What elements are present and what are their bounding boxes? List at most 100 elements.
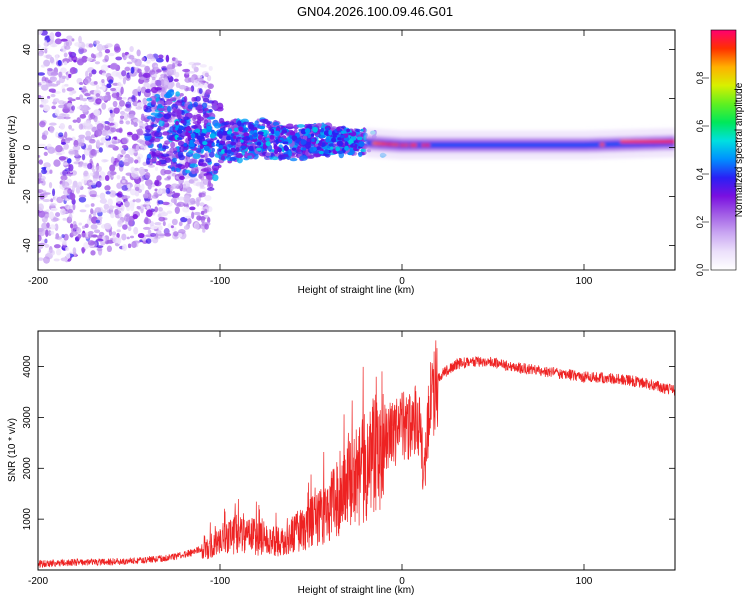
spectrogram-blob xyxy=(41,222,48,230)
spectrogram-blob xyxy=(218,133,223,139)
spectrogram-blob xyxy=(140,183,145,191)
spectrogram-blob xyxy=(157,103,163,108)
spectrogram-blob xyxy=(127,147,135,155)
spectrogram-blob xyxy=(155,150,161,155)
spectrogram-blob xyxy=(120,154,124,158)
spectrogram-blob xyxy=(67,97,73,101)
figure-title: GN04.2026.100.09.46.G01 xyxy=(297,4,453,19)
spectrogram-blob xyxy=(125,120,131,125)
spectrogram-blob xyxy=(64,139,71,144)
spectrogram-blob xyxy=(207,74,212,82)
spectrogram-blob xyxy=(55,145,63,153)
spectrogram-blob xyxy=(96,194,100,198)
spectrogram-blob xyxy=(360,148,367,152)
spectrogram-blob xyxy=(281,129,288,134)
spectrogram-blob xyxy=(164,177,169,181)
spectrogram-blob xyxy=(67,102,73,107)
spectrogram-blob xyxy=(236,156,243,164)
spectrogram-blob xyxy=(89,138,96,144)
colorbar-gradient xyxy=(710,29,737,271)
spectrogram-blob xyxy=(241,136,248,141)
spectrogram-blob xyxy=(132,174,140,180)
spectrogram-blob xyxy=(142,193,149,199)
spectrogram-blob xyxy=(121,157,130,163)
spectrogram-blob xyxy=(242,121,252,125)
spectrogram-blob xyxy=(182,183,186,187)
spectrogram-blob xyxy=(180,120,185,124)
spectrogram-blob xyxy=(194,128,201,134)
spectrogram-blob xyxy=(172,157,177,163)
spectrogram-blob xyxy=(103,203,110,210)
spectrogram-blob xyxy=(200,133,206,137)
spectrogram-blob xyxy=(174,71,180,78)
spectrogram-blob xyxy=(38,210,46,218)
spectrogram-blob xyxy=(167,111,172,117)
spectrogram-blob xyxy=(203,145,210,152)
spectrogram-blob xyxy=(271,156,279,161)
spectrogram-blob xyxy=(202,113,210,118)
spectrogram-blob xyxy=(175,91,180,97)
spectrogram-blob xyxy=(206,125,213,130)
spectrogram-blob xyxy=(195,182,203,187)
spectrogram-blob xyxy=(266,124,272,129)
spectrogram-blob xyxy=(282,141,289,145)
spectrogram-blob xyxy=(61,75,67,80)
spectrogram-blob xyxy=(147,164,155,168)
spectrogram-blob xyxy=(172,62,176,69)
spectrogram-blob xyxy=(41,168,47,175)
spectrogram-blob xyxy=(102,85,106,92)
spectrogram-blob xyxy=(117,82,122,87)
spectrogram-blob xyxy=(143,82,151,88)
spectrogram-blob xyxy=(95,219,101,224)
spectrogram-blob xyxy=(288,138,293,144)
spectrogram-blob xyxy=(203,82,208,89)
spectrogram-blob xyxy=(304,128,311,134)
spectrogram-blob xyxy=(66,35,73,40)
spectrogram-blob xyxy=(259,125,266,130)
spectrogram-blob xyxy=(157,200,164,205)
spectrogram-blob xyxy=(156,175,162,182)
spectrogram-blob xyxy=(129,45,134,53)
spectrogram-blob xyxy=(302,147,307,151)
spectrogram-blob xyxy=(154,188,158,192)
spectrogram-blob xyxy=(68,124,73,130)
spectrogram-blob xyxy=(40,80,47,86)
spectrogram-blob xyxy=(344,141,349,147)
spectrogram-blob xyxy=(117,219,123,228)
spectrogram-blob xyxy=(114,46,121,53)
spectrogram-blob xyxy=(93,80,98,85)
spectrogram-blob xyxy=(104,54,109,62)
spectrogram-blob xyxy=(137,232,145,239)
spectrogram-blob xyxy=(167,68,175,75)
spectrogram-blob xyxy=(44,213,49,220)
spectrogram-blob xyxy=(55,131,59,138)
spectrogram-blob xyxy=(170,183,179,189)
spectrogram-blob xyxy=(185,169,191,174)
spectrogram-blob xyxy=(82,85,87,92)
spectrogram-blob xyxy=(154,221,162,226)
spectrogram-blob xyxy=(89,172,94,176)
spectrogram-blob xyxy=(172,147,178,152)
spectrogram-peak xyxy=(372,141,377,145)
spectrogram-blob xyxy=(142,97,148,105)
spectrogram-blob xyxy=(213,162,220,166)
spectrogram-blob xyxy=(84,93,91,97)
spectrogram-blob xyxy=(248,123,255,130)
spectrogram-blob xyxy=(70,223,74,229)
spectrogram-blob xyxy=(310,133,315,137)
spectrogram-blob xyxy=(78,194,87,198)
spectrogram-blob xyxy=(71,105,75,111)
colorbar-tick-label: 0.2 xyxy=(695,216,705,229)
spectrogram-blob xyxy=(158,143,163,149)
spectrogram-blob xyxy=(198,88,203,95)
spectrogram-blob xyxy=(43,256,50,264)
spectrogram-blob xyxy=(117,191,123,198)
spectrogram-blob xyxy=(107,170,115,177)
spectrogram-blob xyxy=(102,44,107,51)
spectrogram-blob xyxy=(126,131,133,136)
spectrogram-blob xyxy=(49,122,57,126)
spectrogram-blob xyxy=(157,207,164,212)
spectrogram-blob xyxy=(90,224,98,230)
spectrogram-blob xyxy=(165,54,170,63)
spectrogram-blob xyxy=(191,167,197,175)
